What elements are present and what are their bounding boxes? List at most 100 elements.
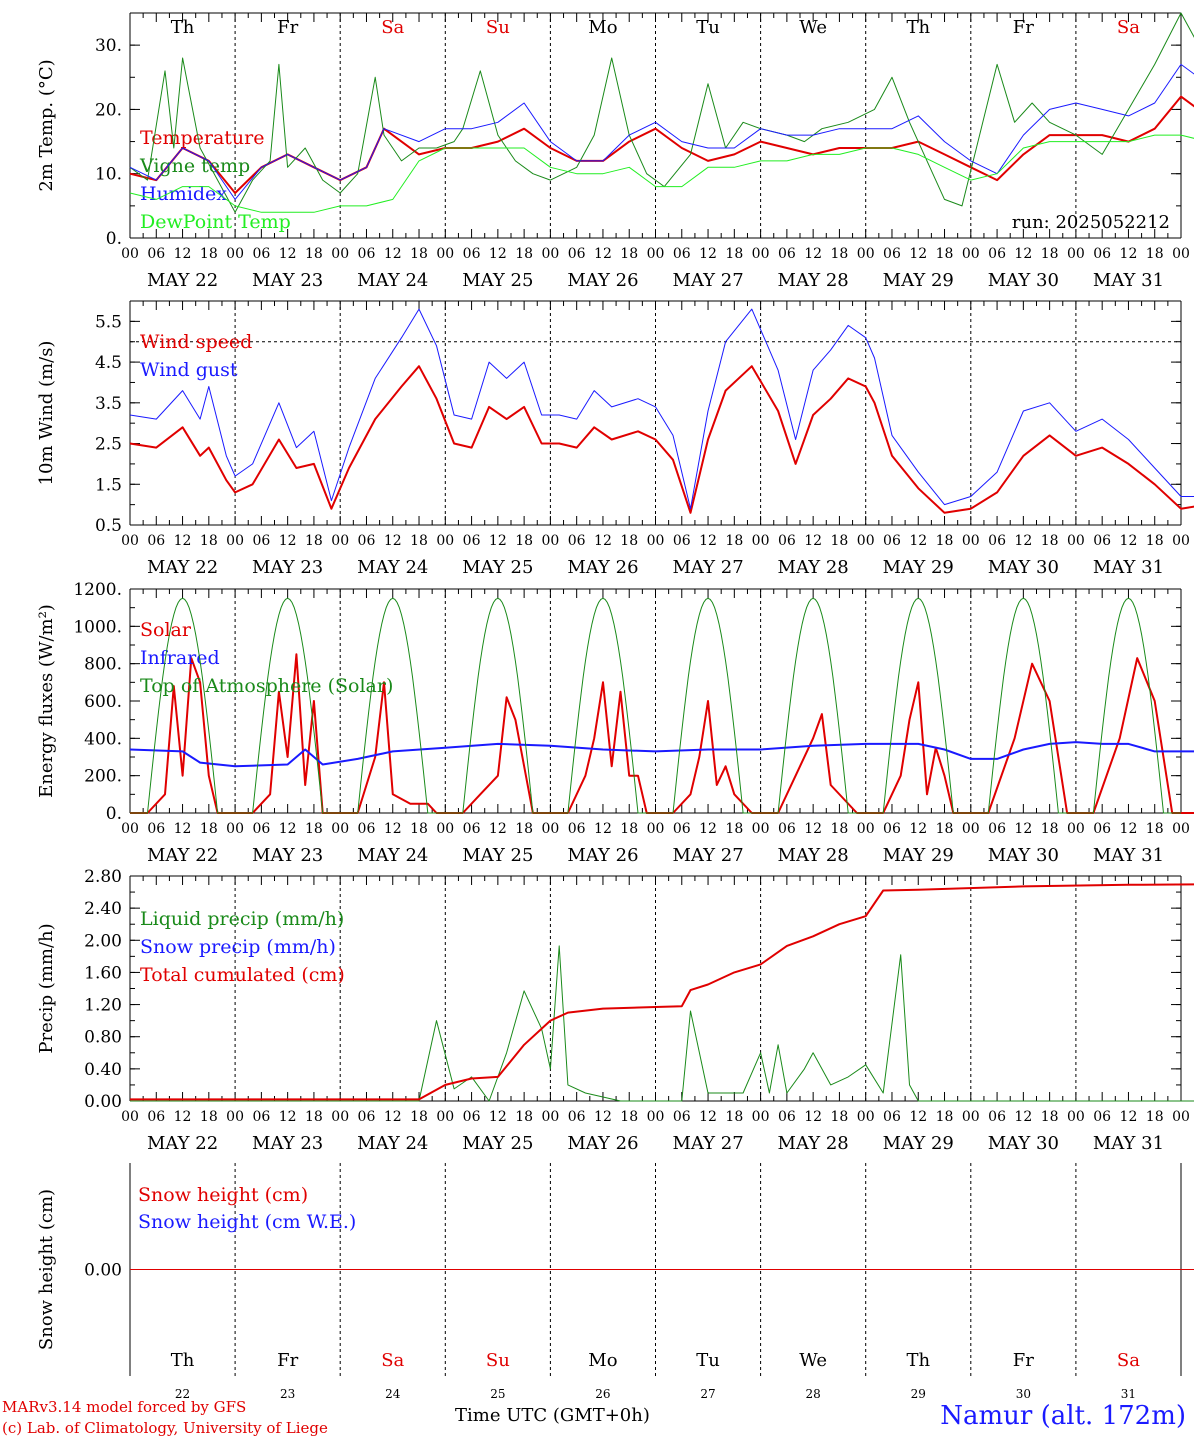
- hour-tick-label: 18: [831, 821, 849, 837]
- day-name-label: Mo: [588, 1350, 617, 1371]
- date-number-label: 23: [280, 1387, 295, 1401]
- date-label: MAY 27: [672, 1133, 743, 1154]
- day-name-label: Fr: [1013, 17, 1034, 38]
- hour-tick-label: 12: [594, 533, 612, 549]
- hour-tick-label: 00: [962, 246, 980, 262]
- hour-tick-label: 18: [515, 246, 533, 262]
- hour-tick-label: 06: [358, 246, 376, 262]
- legend-entry: Wind gust: [140, 359, 238, 381]
- hour-tick-label: 18: [725, 533, 743, 549]
- hour-tick-label: 00: [541, 246, 559, 262]
- date-label: MAY 28: [778, 1133, 849, 1154]
- hour-tick-label: 12: [1014, 1109, 1032, 1125]
- hour-tick-label: 00: [121, 1109, 139, 1125]
- hour-tick-label: 06: [358, 821, 376, 837]
- date-label: MAY 26: [567, 1133, 638, 1154]
- hour-tick-label: 18: [725, 1109, 743, 1125]
- hour-tick-label: 18: [1041, 246, 1059, 262]
- date-label: MAY 23: [252, 557, 323, 578]
- hour-tick-label: 06: [883, 533, 901, 549]
- day-name-label: Sa: [1117, 1350, 1140, 1371]
- lab-credit: (c) Lab. of Climatology, University of L…: [2, 1419, 328, 1437]
- hour-tick-label: 06: [252, 533, 270, 549]
- hour-tick-label: 06: [147, 821, 165, 837]
- y-tick-label: 1200.: [73, 580, 122, 600]
- date-label: MAY 29: [883, 557, 954, 578]
- hour-tick-label: 12: [384, 821, 402, 837]
- day-name-label: Th: [906, 17, 930, 38]
- hour-tick-label: 00: [752, 1109, 770, 1125]
- hour-tick-label: 00: [436, 533, 454, 549]
- y-tick-label: 10.: [95, 165, 122, 185]
- hour-tick-label: 18: [515, 821, 533, 837]
- hour-tick-label: 06: [358, 533, 376, 549]
- date-label: MAY 22: [147, 1133, 218, 1154]
- hour-tick-label: 12: [174, 821, 192, 837]
- date-number-label: 27: [700, 1387, 715, 1401]
- hour-tick-label: 00: [331, 1109, 349, 1125]
- day-name-label: Th: [171, 17, 195, 38]
- hour-tick-label: 18: [936, 821, 954, 837]
- hour-tick-label: 06: [988, 246, 1006, 262]
- y-tick-label: 0.00: [84, 1092, 122, 1112]
- hour-tick-label: 06: [463, 821, 481, 837]
- y-tick-label: 4.5: [95, 353, 122, 373]
- total-cumulated-cm-line: [130, 883, 1194, 1101]
- hour-tick-label: 06: [147, 246, 165, 262]
- hour-tick-label: 06: [883, 821, 901, 837]
- y-tick-label: 5.5: [95, 312, 122, 332]
- hour-tick-label: 00: [752, 821, 770, 837]
- x-axis-label: Time UTC (GMT+0h): [455, 1405, 650, 1426]
- hour-tick-label: 00: [752, 533, 770, 549]
- date-label: MAY 24: [357, 557, 428, 578]
- legend-entry: Infrared: [140, 647, 220, 669]
- vigne-temp-line: [129, 12, 1194, 213]
- y-tick-label: 2.40: [84, 899, 122, 919]
- hour-tick-label: 00: [1067, 1109, 1085, 1125]
- date-label: MAY 28: [778, 557, 849, 578]
- date-number-label: 22: [175, 1387, 190, 1401]
- toa-solar-line: [130, 597, 1181, 814]
- date-label: MAY 30: [988, 557, 1059, 578]
- y-tick-label: 3.5: [95, 394, 122, 414]
- date-label: MAY 26: [567, 557, 638, 578]
- y-tick-label: 0.: [106, 229, 122, 249]
- date-label: MAY 22: [147, 557, 218, 578]
- station-name: Namur (alt. 172m): [940, 1401, 1186, 1431]
- hour-tick-label: 00: [121, 246, 139, 262]
- hour-tick-label: 18: [305, 821, 323, 837]
- hour-tick-label: 12: [909, 246, 927, 262]
- hour-tick-label: 12: [594, 246, 612, 262]
- date-label: MAY 23: [252, 270, 323, 291]
- hour-tick-label: 18: [410, 1109, 428, 1125]
- date-label: MAY 30: [988, 845, 1059, 866]
- y-tick-label: 0.40: [84, 1060, 122, 1080]
- day-name-label: We: [799, 1350, 827, 1371]
- date-number-label: 24: [385, 1387, 401, 1401]
- hour-tick-label: 00: [752, 246, 770, 262]
- hour-tick-label: 12: [909, 1109, 927, 1125]
- hour-tick-label: 12: [1120, 246, 1138, 262]
- hour-tick-label: 12: [804, 246, 822, 262]
- hour-tick-label: 00: [226, 533, 244, 549]
- hour-tick-label: 00: [1067, 246, 1085, 262]
- hour-tick-label: 06: [988, 821, 1006, 837]
- date-number-label: 29: [911, 1387, 926, 1401]
- hour-tick-label: 18: [1146, 246, 1164, 262]
- day-name-label: We: [799, 17, 827, 38]
- hour-tick-label: 12: [804, 821, 822, 837]
- hour-tick-label: 00: [857, 246, 875, 262]
- hour-tick-label: 18: [200, 246, 218, 262]
- hour-tick-label: 18: [620, 533, 638, 549]
- hour-tick-label: 12: [594, 1109, 612, 1125]
- hour-tick-label: 18: [620, 821, 638, 837]
- hour-tick-label: 12: [489, 246, 507, 262]
- hour-tick-label: 18: [410, 533, 428, 549]
- date-label: MAY 31: [1093, 1133, 1164, 1154]
- hour-tick-label: 00: [647, 533, 665, 549]
- hour-tick-label: 06: [673, 246, 691, 262]
- hour-tick-label: 12: [1014, 821, 1032, 837]
- legend-entry: Wind speed: [140, 331, 252, 353]
- hour-tick-label: 12: [279, 533, 297, 549]
- date-label: MAY 25: [462, 845, 533, 866]
